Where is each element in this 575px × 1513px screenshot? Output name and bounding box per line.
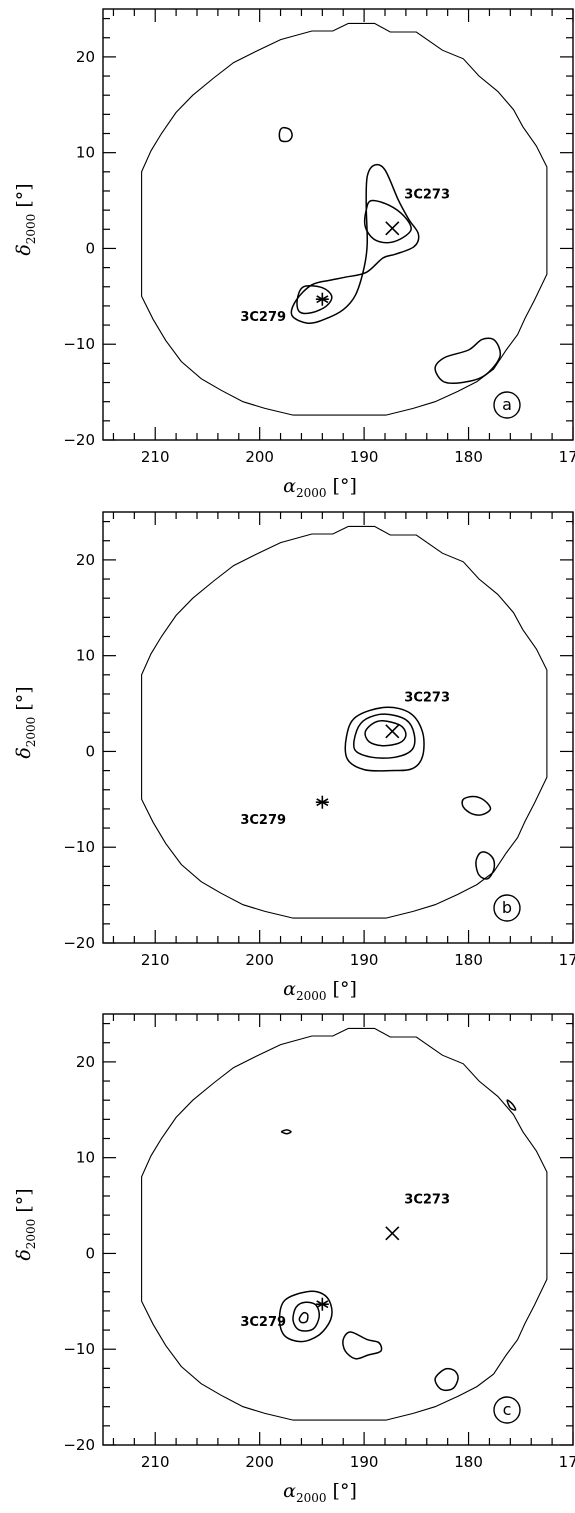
y-axis-title: δ2000[°] <box>13 686 38 758</box>
contour-line <box>278 1290 333 1343</box>
contour-line <box>292 1301 321 1332</box>
source-label-3c273: 3C273 <box>404 1192 450 1207</box>
x-tick-label: 180 <box>454 951 483 969</box>
x-tick-label: 190 <box>350 1453 379 1471</box>
contour-line <box>298 1311 309 1324</box>
x-tick-label: 200 <box>245 448 274 466</box>
y-axis-title: δ2000[°] <box>13 183 38 255</box>
field-of-view-outline <box>141 1027 548 1421</box>
contour-line <box>352 713 416 759</box>
x-tick-label: 190 <box>350 951 379 969</box>
y-tick-label: 0 <box>85 1244 95 1262</box>
plot-frame <box>102 8 574 441</box>
plot-frame <box>102 1013 574 1446</box>
chart-panel-a: 210 200 190 180 170 −20 −10 0 10 20 α2000[°] δ2000[… <box>13 8 575 500</box>
y-tick-label: 10 <box>76 647 95 665</box>
panel-label-badge: b <box>493 894 521 922</box>
x-tick-label: 210 <box>141 448 170 466</box>
contour-group <box>344 706 496 880</box>
contour-line <box>461 795 492 816</box>
y-tick-label: 20 <box>76 551 95 569</box>
contour-line <box>344 706 425 772</box>
y-tick-label: 20 <box>76 48 95 66</box>
panel-label: c <box>503 1400 512 1419</box>
x-tick-label: 200 <box>245 1453 274 1471</box>
source-marker-3c279 <box>315 1297 329 1311</box>
y-tick-label: −20 <box>63 431 95 449</box>
y-axis-title: δ2000[°] <box>13 1188 38 1260</box>
x-tick-label: 210 <box>141 1453 170 1471</box>
y-tick-label: 10 <box>76 144 95 162</box>
contour-line <box>364 720 407 747</box>
x-axis-title: α2000 [°] <box>283 475 357 500</box>
x-axis-title: α2000 [°] <box>283 1480 357 1505</box>
field-of-view-outline <box>141 22 548 416</box>
chart-panel-b: 210 200 190 180 170 −20 −10 0 10 20 α2000[°] δ2000[… <box>13 511 575 1003</box>
contour-line <box>506 1099 517 1111</box>
panel-label-badge: c <box>493 1396 521 1424</box>
y-tick-label: 0 <box>85 742 95 760</box>
contour-line <box>280 1129 292 1135</box>
tick-marks <box>103 9 574 441</box>
x-tick-label: 170 <box>559 448 575 466</box>
contour-line <box>363 199 412 244</box>
contour-line <box>296 285 333 315</box>
source-label-3c273: 3C273 <box>404 690 450 705</box>
y-tick-label: 20 <box>76 1053 95 1071</box>
source-marker-3c273 <box>385 724 400 739</box>
x-tick-label: 210 <box>141 951 170 969</box>
contour-line <box>434 1367 459 1392</box>
contour-line <box>278 126 293 143</box>
contour-group <box>278 1099 517 1392</box>
x-axis-title: α2000 [°] <box>283 978 357 1003</box>
contour-line <box>342 1331 383 1360</box>
x-tick-label: 190 <box>350 448 379 466</box>
x-tick-label: 180 <box>454 448 483 466</box>
y-tick-label: −10 <box>63 838 95 856</box>
source-label-3c279: 3C279 <box>240 1315 286 1330</box>
x-tick-label: 170 <box>559 1453 575 1471</box>
y-tick-label: −10 <box>63 335 95 353</box>
contour-line <box>434 337 502 385</box>
tick-marks <box>103 512 574 944</box>
y-tick-label: −10 <box>63 1340 95 1358</box>
source-marker-3c279 <box>315 292 329 306</box>
source-label-3c279: 3C279 <box>240 310 286 325</box>
source-label-3c279: 3C279 <box>240 813 286 828</box>
y-tick-label: −20 <box>63 934 95 952</box>
source-marker-3c279 <box>315 795 329 809</box>
panel-label: b <box>502 898 512 917</box>
y-tick-label: 0 <box>85 239 95 257</box>
contour-group <box>278 126 502 385</box>
y-tick-label: −20 <box>63 1436 95 1454</box>
panel-label-badge: a <box>493 391 521 419</box>
y-tick-label: 10 <box>76 1149 95 1167</box>
panel-label: a <box>502 395 512 414</box>
x-tick-label: 200 <box>245 951 274 969</box>
x-tick-label: 180 <box>454 1453 483 1471</box>
x-tick-label: 170 <box>559 951 575 969</box>
field-of-view-outline <box>141 525 548 919</box>
source-marker-3c273 <box>385 221 400 236</box>
tick-marks <box>103 1014 574 1446</box>
source-marker-3c273 <box>385 1226 400 1241</box>
contour-line <box>475 851 496 880</box>
source-label-3c273: 3C273 <box>404 187 450 202</box>
chart-panel-c: 210 200 190 180 170 −20 −10 0 10 20 α2000[°] δ2000[… <box>13 1013 575 1505</box>
plot-frame <box>102 511 574 944</box>
contour-line <box>290 163 420 325</box>
